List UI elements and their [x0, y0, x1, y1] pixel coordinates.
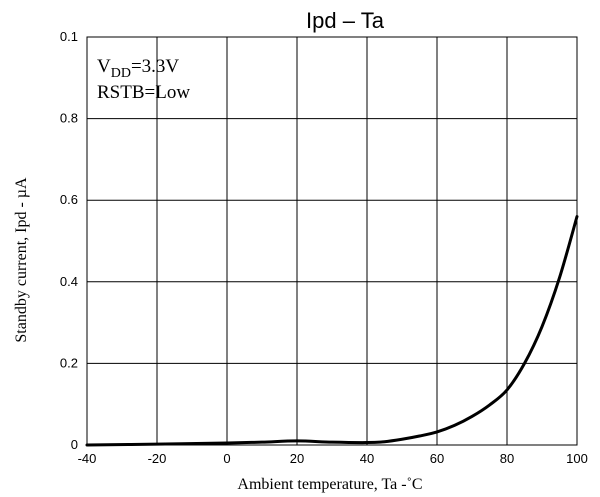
data-point	[558, 276, 561, 279]
series-line	[85, 215, 579, 447]
series-points	[85, 215, 579, 447]
y-tick-label: 0.1	[60, 29, 78, 44]
plot-frame	[86, 36, 578, 446]
data-point	[260, 440, 264, 444]
annotation-dd: DD	[111, 66, 131, 81]
annotation-voltage: =3.3V	[131, 56, 179, 77]
y-tick-label: 0.8	[60, 111, 78, 126]
data-point	[540, 325, 544, 328]
x-tick-label: 80	[500, 451, 514, 466]
data-point	[365, 441, 369, 444]
y-tick-label: 0.2	[60, 355, 78, 370]
data-point	[383, 440, 386, 443]
y-tick-label: 0.4	[60, 274, 78, 289]
data-point	[488, 403, 491, 407]
y-tick-labels: 0 0.2 0.4 0.6 0.8 0.1	[60, 29, 78, 452]
data-point	[155, 442, 159, 446]
data-point	[85, 443, 89, 447]
x-tick-labels: -40 -20 0 20 40 60 80 100	[78, 451, 588, 466]
data-point	[453, 424, 456, 427]
chart-title: Ipd – Ta	[306, 8, 385, 33]
data-point	[418, 434, 421, 438]
x-tick-label: -40	[78, 451, 97, 466]
x-tick-label: 0	[223, 451, 230, 466]
data-point	[523, 362, 526, 365]
data-point	[330, 440, 334, 444]
x-tick-label: 60	[430, 451, 444, 466]
x-tick-label: -20	[148, 451, 167, 466]
data-point	[575, 215, 579, 218]
x-tick-label: 20	[290, 451, 304, 466]
annotation-rstb: RSTB=Low	[97, 82, 190, 103]
data-point	[295, 439, 299, 443]
data-point	[435, 430, 439, 434]
annotation-box: VDD=3.3V RSTB=Low	[97, 56, 190, 103]
data-point	[505, 388, 509, 392]
data-point	[470, 415, 474, 418]
data-point	[225, 441, 229, 445]
annotation-v: V	[97, 56, 111, 77]
data-point	[400, 438, 404, 441]
y-axis-label: Standby current, Ipd - µA	[13, 177, 30, 343]
y-tick-label: 0	[71, 437, 78, 452]
x-axis-label: Ambient temperature, Ta -˚C	[237, 476, 422, 493]
x-tick-label: 40	[360, 451, 374, 466]
y-tick-label: 0.6	[60, 192, 78, 207]
annotation-vdd: VDD=3.3V	[97, 56, 179, 81]
x-tick-label: 100	[566, 451, 588, 466]
